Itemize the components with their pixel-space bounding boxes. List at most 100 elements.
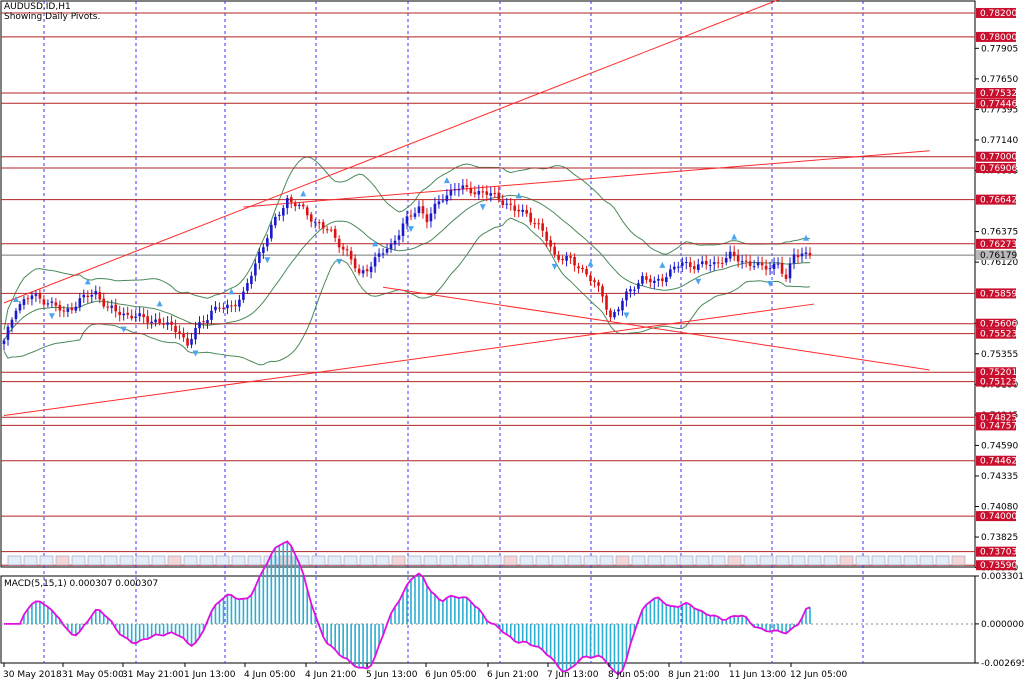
candle-body xyxy=(637,283,640,289)
event-marker xyxy=(23,555,38,566)
candle-body xyxy=(186,338,189,346)
candle-body xyxy=(796,255,800,258)
pivot-price-label: 0.73590 xyxy=(980,561,1017,571)
candle-body xyxy=(329,229,333,231)
trend-line xyxy=(243,150,930,208)
pivot-price-label-box xyxy=(976,420,1016,431)
event-marker xyxy=(663,555,678,566)
candle-body xyxy=(293,203,297,207)
candle-body xyxy=(485,191,489,195)
fractal-arrow xyxy=(767,280,774,287)
candle-body xyxy=(557,255,560,260)
candle-body xyxy=(30,295,34,300)
price-tick-label: 0.77140 xyxy=(981,136,1018,146)
pivot-price-label-box xyxy=(976,546,1016,557)
candle-body xyxy=(465,185,469,188)
trend-lines xyxy=(3,0,930,416)
candle-body xyxy=(409,215,413,217)
macd-signal-line xyxy=(4,540,811,676)
candle-body xyxy=(66,308,70,312)
candle-body xyxy=(469,187,473,194)
candle-body xyxy=(194,327,197,340)
event-marker xyxy=(471,555,486,566)
bollinger-middle xyxy=(3,194,811,341)
candle-body xyxy=(285,198,289,209)
pivot-price-label-box xyxy=(976,367,1016,378)
candle-body xyxy=(309,214,313,222)
candles-layer xyxy=(2,178,812,351)
candle-body xyxy=(122,313,125,316)
time-tick-label: 6 Jun 05:00 xyxy=(425,670,477,680)
fractal-arrow xyxy=(264,257,271,264)
candle-body xyxy=(505,203,509,205)
fractal-arrow xyxy=(407,226,414,233)
event-marker xyxy=(7,555,22,566)
pivot-price-label-box xyxy=(976,288,1016,299)
candle-body xyxy=(509,203,513,205)
pivot-price-label: 0.73703 xyxy=(980,548,1017,558)
candle-body xyxy=(2,340,6,345)
pivot-price-label: 0.75606 xyxy=(980,320,1017,330)
candle-body xyxy=(425,214,429,223)
candle-body xyxy=(433,203,437,214)
candle-body xyxy=(266,238,269,247)
pivot-price-label-box xyxy=(976,238,1016,249)
trend-line xyxy=(3,0,780,304)
candle-body xyxy=(242,291,245,300)
price-tick-label: 0.74590 xyxy=(981,441,1018,451)
event-marker xyxy=(615,555,630,566)
pivot-price-label-box xyxy=(976,412,1016,423)
fractal-arrow xyxy=(802,234,809,241)
candle-body xyxy=(158,318,161,324)
candle-body xyxy=(756,262,760,266)
candle-body xyxy=(784,274,788,279)
event-marker xyxy=(759,555,774,566)
time-tick-label: 11 Jun 13:00 xyxy=(729,670,786,680)
fractals-layer xyxy=(12,177,809,357)
fractal-arrow xyxy=(300,190,307,197)
candle-body xyxy=(190,338,193,345)
candle-body xyxy=(513,205,517,211)
fractal-arrow xyxy=(515,192,522,199)
candle-body xyxy=(102,298,106,307)
candle-body xyxy=(357,268,361,274)
candle-body xyxy=(337,238,341,248)
candle-body xyxy=(317,222,321,224)
fractal-arrow xyxy=(192,350,199,357)
candle-body xyxy=(633,289,636,291)
candle-body xyxy=(752,266,756,268)
fractal-arrow xyxy=(731,233,738,240)
candle-body xyxy=(345,249,349,251)
candle-body xyxy=(768,268,772,270)
candle-body xyxy=(708,265,712,267)
candle-body xyxy=(748,261,752,266)
candle-body xyxy=(525,210,528,214)
pivot-price-label: 0.75201 xyxy=(980,368,1017,378)
candle-body xyxy=(254,263,257,276)
candle-body xyxy=(441,200,445,202)
event-marker xyxy=(871,555,886,566)
candle-body xyxy=(270,224,273,239)
candle-body xyxy=(262,247,265,253)
candle-body xyxy=(489,193,493,196)
candle-body xyxy=(641,275,644,284)
candle-body xyxy=(278,214,281,216)
candle-body xyxy=(457,189,461,191)
event-marker xyxy=(855,555,870,566)
candle-body xyxy=(222,307,225,309)
candle-body xyxy=(26,298,30,300)
candle-body xyxy=(78,298,82,307)
candle-body xyxy=(736,255,740,262)
pivot-price-label: 0.78000 xyxy=(980,33,1017,43)
pivot-price-label-box xyxy=(976,318,1016,329)
fractal-arrow xyxy=(623,312,630,319)
macd-tick-label: 0.003301 xyxy=(981,572,1024,582)
candle-body xyxy=(744,260,748,262)
candle-body xyxy=(134,316,137,318)
event-marker xyxy=(391,555,406,566)
pivots-subtitle: Showing Daily Pivots. xyxy=(4,12,101,22)
price-tick-label: 0.74335 xyxy=(981,472,1018,482)
main-chart-frame xyxy=(0,0,976,568)
